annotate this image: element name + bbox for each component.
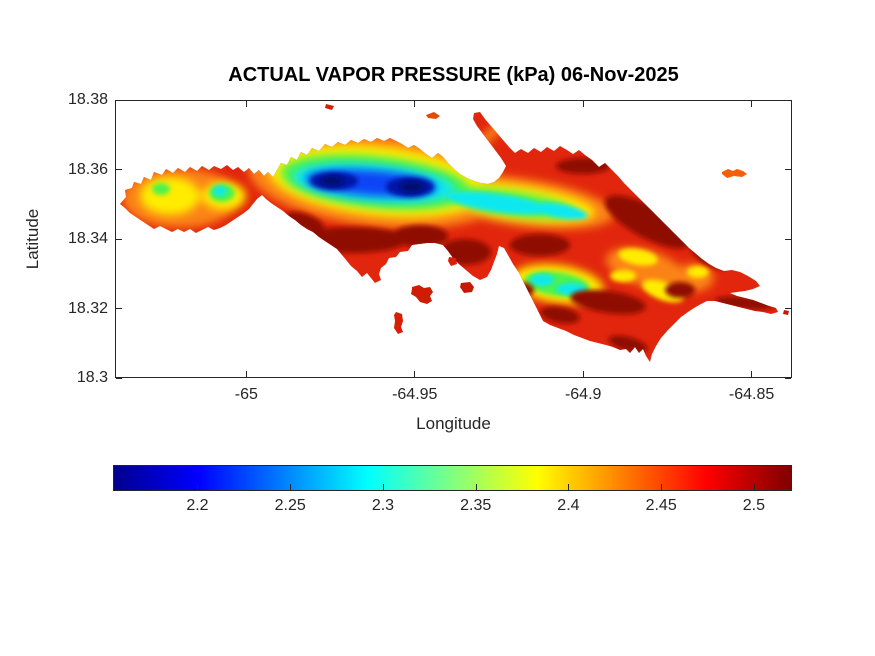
y-tick-label: 18.36 (67, 160, 108, 178)
y-tick-mark-right (785, 377, 791, 379)
y-tick-mark-right (785, 238, 791, 240)
colorbar (113, 465, 792, 491)
colorbar-tick-mark (197, 484, 199, 490)
colorbar-tick-label: 2.2 (186, 497, 209, 514)
colorbar-tick-label: 2.4 (557, 497, 580, 514)
x-tick-mark (582, 371, 584, 377)
colorbar-tick-mark (475, 484, 477, 490)
vapor-pressure-field (120, 112, 778, 362)
colorbar-tick-mark (382, 484, 384, 490)
colorbar-tick-mark (661, 484, 663, 490)
x-tick-label: -64.9 (564, 386, 602, 403)
colorbar-tick-label: 2.5 (742, 497, 766, 514)
x-tick-label: -65 (234, 386, 258, 403)
y-tick-label: 18.34 (67, 230, 108, 247)
x-tick-label: -64.85 (728, 386, 775, 403)
x-tick-mark (414, 371, 416, 377)
colorbar-tick-label: 2.45 (645, 497, 677, 514)
y-tick-mark (116, 238, 122, 240)
y-tick-mark-right (785, 308, 791, 309)
x-tick-mark-top (751, 101, 753, 107)
x-tick-mark (751, 371, 753, 377)
chart-title: ACTUAL VAPOR PRESSURE (kPa) 06-Nov-2025 (228, 64, 679, 86)
y-tick-mark (116, 377, 122, 379)
colorbar-tick-label: 2.25 (274, 497, 306, 514)
y-tick-label: 18.38 (67, 91, 108, 108)
x-tick-mark-top (414, 101, 416, 107)
colorbar-tick-label: 2.35 (460, 497, 492, 514)
colorbar-tick-mark (753, 484, 755, 490)
y-tick-label: 18.3 (76, 369, 108, 386)
x-tick-label: -64.95 (392, 386, 438, 403)
colorbar-tick-mark (290, 484, 292, 490)
island-heatmap (120, 104, 789, 362)
y-tick-mark (116, 308, 122, 309)
y-tick-label: 18.32 (67, 299, 108, 317)
x-tick-mark-top (582, 101, 584, 107)
x-axis-label: Longitude (416, 414, 491, 433)
y-tick-mark (116, 169, 122, 170)
y-tick-mark (116, 99, 122, 101)
y-tick-mark-right (785, 169, 791, 170)
x-tick-mark (245, 371, 247, 377)
colorbar-tick-mark (568, 484, 570, 490)
y-tick-mark-right (785, 99, 791, 101)
map-plot-area (115, 100, 792, 378)
colorbar-tick-label: 2.3 (371, 497, 395, 514)
offshore-islets (325, 104, 789, 334)
x-tick-mark-top (245, 101, 247, 107)
